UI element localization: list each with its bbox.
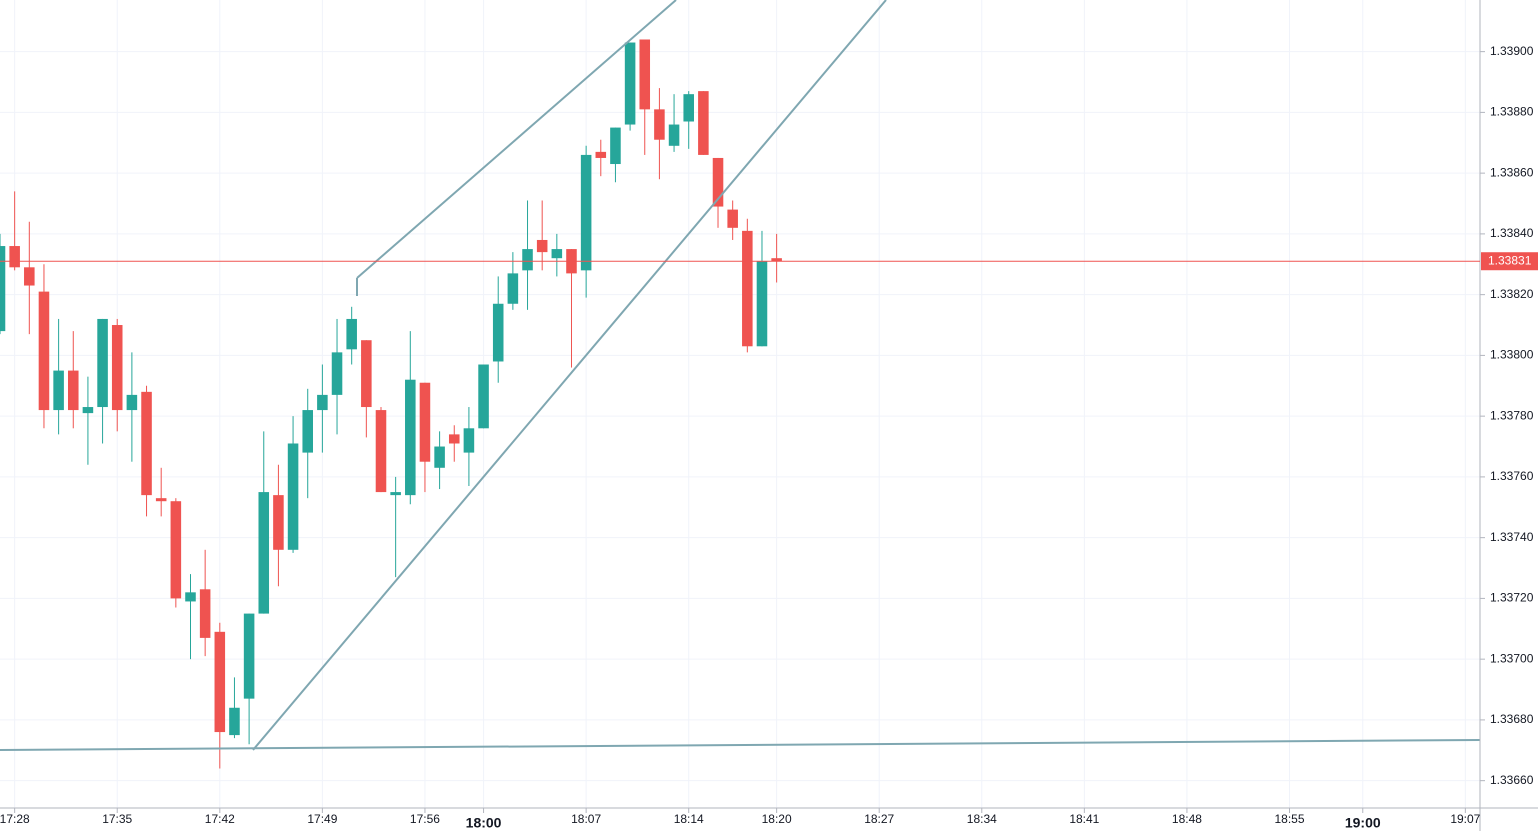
y-tick-label: 1.33880 <box>1490 105 1534 119</box>
candle-body <box>229 707 240 736</box>
candle-body <box>361 340 372 408</box>
x-tick-label: 17:28 <box>0 812 30 826</box>
candle-body <box>551 249 563 259</box>
candle-body <box>654 109 665 140</box>
candle-body <box>683 94 694 122</box>
candle-body <box>331 352 343 395</box>
candle-body <box>478 364 489 429</box>
candle-body <box>756 261 768 347</box>
candle-body <box>346 318 357 350</box>
x-tick-label: 19:07 <box>1450 812 1480 826</box>
x-tick-label: 18:07 <box>571 812 601 826</box>
candle-body <box>67 370 79 411</box>
candle-body <box>185 592 196 602</box>
x-tick-label: 17:49 <box>307 812 337 826</box>
candle-body <box>595 151 607 158</box>
last-price-label: 1.33831 <box>1488 253 1532 267</box>
candle-body <box>698 91 709 155</box>
x-tick-label: 18:48 <box>1172 812 1202 826</box>
x-tick-label: 19:00 <box>1345 815 1381 831</box>
candle-body <box>141 391 152 496</box>
candle-body <box>580 154 592 271</box>
candle-body <box>155 498 167 502</box>
horizontal-trend-line <box>0 739 1481 751</box>
x-tick-label: 17:42 <box>205 812 235 826</box>
candle-body <box>727 209 738 228</box>
candles <box>0 39 782 769</box>
candle-body <box>492 303 504 362</box>
x-tick-label: 18:34 <box>967 812 997 826</box>
y-tick-label: 1.33840 <box>1490 226 1534 240</box>
candle-body <box>536 239 548 253</box>
candle-body <box>111 325 123 411</box>
candle-body <box>434 446 445 468</box>
candle-body <box>24 267 35 286</box>
y-tick-label: 1.33720 <box>1490 591 1534 605</box>
x-tick-label: 18:20 <box>762 812 792 826</box>
y-tick-label: 1.33860 <box>1490 165 1534 179</box>
candle-body <box>170 501 182 599</box>
candle-body <box>243 613 255 699</box>
x-tick-label: 18:41 <box>1069 812 1099 826</box>
x-tick-label: 17:35 <box>102 812 132 826</box>
candle-body <box>522 249 533 271</box>
candle-body <box>375 410 387 493</box>
candle-body <box>771 258 782 262</box>
candle-body <box>742 230 753 347</box>
candle-body <box>405 379 416 496</box>
candle-body <box>463 428 475 453</box>
y-tick-label: 1.33900 <box>1490 44 1534 58</box>
x-tick-label: 18:27 <box>864 812 894 826</box>
last-price-box <box>1481 252 1538 271</box>
candle-body <box>273 495 284 550</box>
candle-body <box>390 492 401 496</box>
y-tick-label: 1.33700 <box>1490 651 1534 665</box>
candle-body <box>317 394 328 411</box>
candle-body <box>97 318 108 408</box>
y-tick-label: 1.33680 <box>1490 712 1534 726</box>
candle-body <box>712 157 724 207</box>
channel-lower-line <box>252 0 887 751</box>
candle-body <box>287 443 299 550</box>
candle-body <box>507 273 519 304</box>
candle-body <box>82 407 94 414</box>
channel-upper-line <box>356 0 677 279</box>
candle-body <box>126 394 138 411</box>
x-tick-label: 17:56 <box>410 812 440 826</box>
candle-body <box>610 127 621 165</box>
candle-body <box>668 124 680 146</box>
candle-body <box>448 434 460 444</box>
candle-body <box>419 382 431 462</box>
candle-body <box>214 631 226 733</box>
y-tick-label: 1.33820 <box>1490 287 1534 301</box>
y-tick-label: 1.33660 <box>1490 773 1534 787</box>
x-tick-label: 18:14 <box>674 812 704 826</box>
candle-body <box>38 291 50 411</box>
candle-body <box>639 39 651 110</box>
candle-body <box>199 589 211 638</box>
candle-body <box>0 246 6 332</box>
x-tick-label: 18:00 <box>466 815 502 831</box>
candle-body <box>302 410 313 453</box>
candle-body <box>258 492 270 614</box>
y-tick-label: 1.33740 <box>1490 530 1534 544</box>
y-tick-label: 1.33760 <box>1490 469 1534 483</box>
candle-body <box>624 42 636 125</box>
x-tick-label: 18:55 <box>1274 812 1304 826</box>
y-tick-label: 1.33780 <box>1490 408 1534 422</box>
y-tick-label: 1.33800 <box>1490 348 1534 362</box>
candle-body <box>9 246 20 268</box>
candle-body <box>53 370 64 411</box>
drawings <box>0 0 1481 751</box>
